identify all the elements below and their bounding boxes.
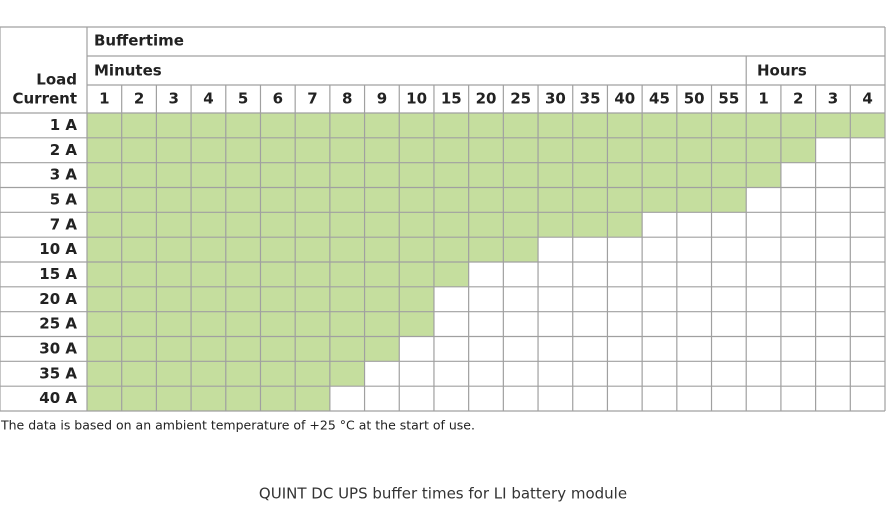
minute-header: 5 (238, 90, 248, 108)
footnote: The data is based on an ambient temperat… (0, 418, 475, 433)
minute-header: 50 (684, 90, 705, 108)
minute-header: 8 (342, 90, 352, 108)
minute-header: 10 (406, 90, 427, 108)
minute-header: 40 (614, 90, 635, 108)
buffer-fill (87, 262, 469, 287)
minute-header: 2 (134, 90, 144, 108)
row-label: 25 A (39, 315, 77, 333)
minute-header: 3 (169, 90, 179, 108)
row-label: 1 A (50, 116, 78, 134)
minute-header: 35 (580, 90, 601, 108)
hour-header: 1 (758, 90, 768, 108)
buffer-fill (87, 336, 400, 362)
minute-header: 30 (545, 90, 566, 108)
minute-header: 55 (718, 90, 739, 108)
minute-header: 4 (203, 90, 213, 108)
load-label: Load (36, 71, 77, 89)
minute-header: 25 (510, 90, 531, 108)
caption: QUINT DC UPS buffer times for LI battery… (259, 485, 627, 503)
row-label: 20 A (39, 290, 77, 308)
hours-label: Hours (757, 62, 807, 80)
minute-header: 45 (649, 90, 670, 108)
minute-header: 1 (99, 90, 109, 108)
minute-header: 15 (441, 90, 462, 108)
row-label: 7 A (50, 215, 78, 233)
row-label: 3 A (50, 166, 78, 184)
buffer-fill (87, 187, 747, 213)
buffer-fill (87, 237, 539, 262)
buffer-fill (87, 137, 816, 163)
hour-header: 4 (862, 90, 872, 108)
row-label: 5 A (50, 190, 78, 208)
row-label: 40 A (39, 389, 77, 407)
buffertime-label: Buffertime (94, 32, 184, 50)
row-label: 30 A (39, 339, 77, 357)
current-label: Current (12, 90, 77, 108)
row-label: 35 A (39, 364, 77, 382)
row-label: 2 A (50, 141, 78, 159)
buffer-fill (87, 386, 330, 411)
buffer-fill (87, 113, 885, 138)
hour-header: 3 (828, 90, 838, 108)
minute-header: 20 (476, 90, 497, 108)
minute-header: 9 (377, 90, 387, 108)
hour-header: 2 (793, 90, 803, 108)
row-label: 10 A (39, 240, 77, 258)
minute-header: 6 (273, 90, 283, 108)
minute-header: 7 (307, 90, 317, 108)
minutes-label: Minutes (94, 62, 162, 80)
row-label: 15 A (39, 265, 77, 283)
